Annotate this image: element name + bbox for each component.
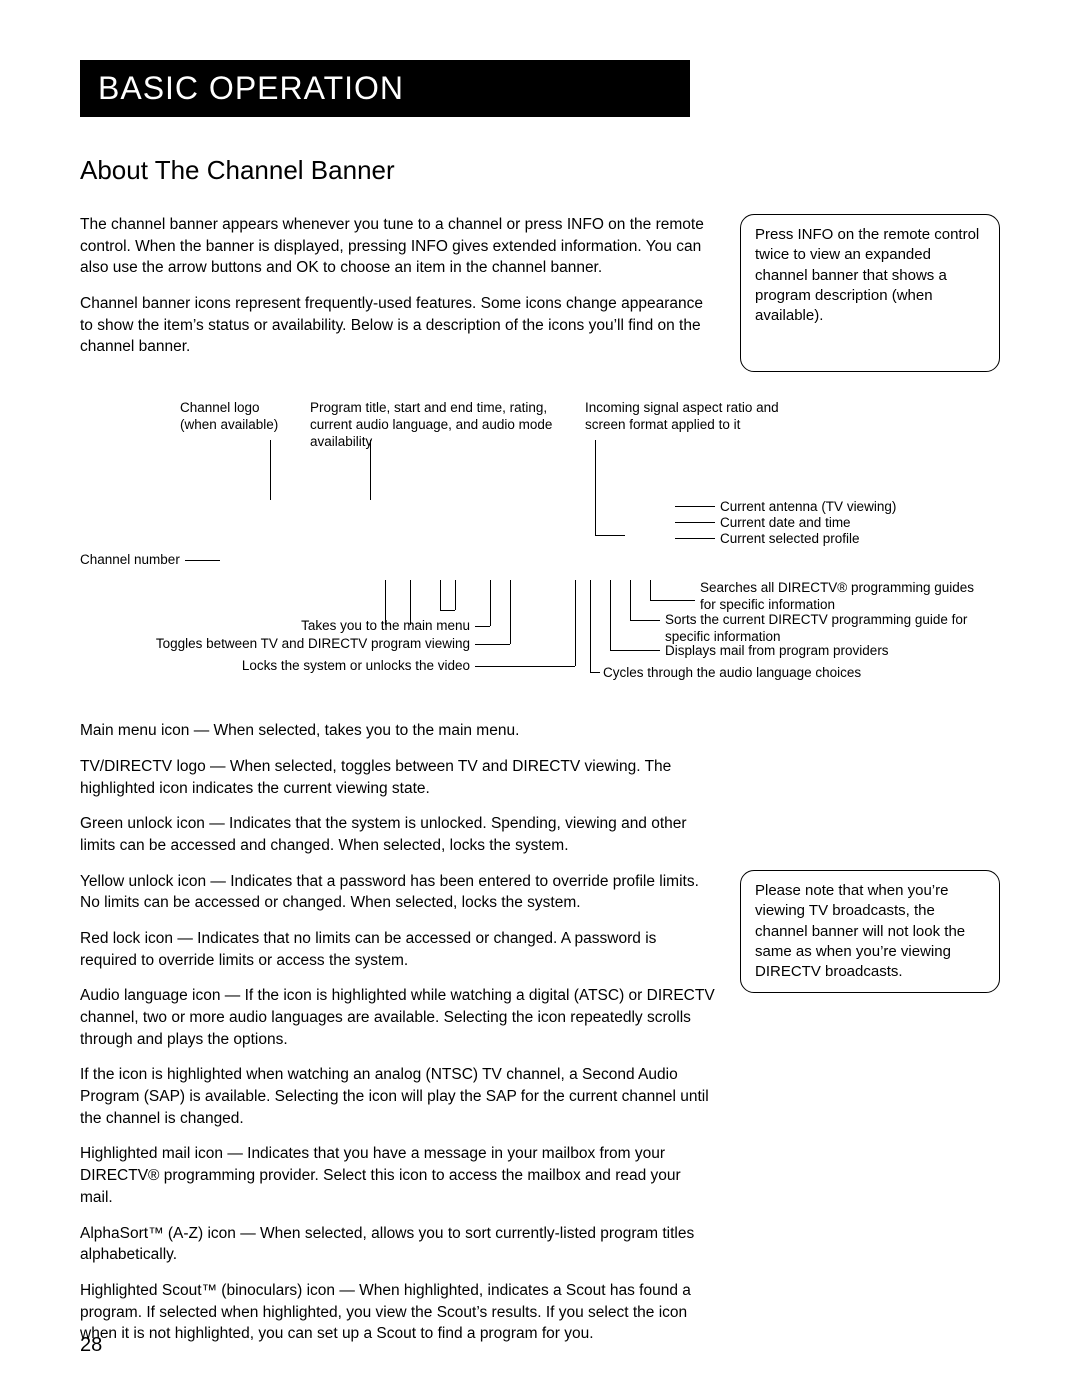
desc-yellow-unlock: Yellow unlock icon — Indicates that a pa…	[80, 871, 716, 914]
label-profile: Current selected profile	[720, 531, 860, 548]
leader-line	[630, 620, 660, 621]
leader-line	[490, 580, 491, 626]
leader-line	[590, 580, 591, 672]
intro-p2: Channel banner icons represent frequentl…	[80, 293, 716, 358]
leader-line	[475, 626, 490, 627]
leader-line	[370, 440, 371, 500]
desc-green-unlock: Green unlock icon — Indicates that the s…	[80, 813, 716, 856]
tip-box-note: Please note that when you’re viewing TV …	[740, 870, 1000, 993]
leader-line	[675, 522, 715, 523]
desc-audio-language: Audio language icon — If the icon is hig…	[80, 985, 716, 1050]
side-column: Please note that when you’re viewing TV …	[740, 720, 1000, 993]
leader-line	[595, 535, 625, 536]
leader-line	[630, 580, 631, 620]
leader-line	[610, 650, 660, 651]
desc-sap: If the icon is highlighted when watching…	[80, 1064, 716, 1129]
manual-page: BASIC OPERATION About The Channel Banner…	[0, 0, 1080, 1397]
leader-line	[185, 560, 220, 561]
descriptions-row: Main menu icon — When selected, takes yo…	[80, 720, 1000, 1359]
desc-main-menu: Main menu icon — When selected, takes yo…	[80, 720, 716, 742]
label-aspect-ratio: Incoming signal aspect ratio and screen …	[585, 400, 805, 434]
label-toggle: Toggles between TV and DIRECTV program v…	[100, 636, 470, 653]
desc-red-lock: Red lock icon — Indicates that no limits…	[80, 928, 716, 971]
desc-mail: Highlighted mail icon — Indicates that y…	[80, 1143, 716, 1208]
leader-line	[650, 580, 651, 600]
label-sorts: Sorts the current DIRECTV programming gu…	[665, 612, 975, 646]
label-datetime: Current date and time	[720, 515, 851, 532]
leader-line	[475, 644, 510, 645]
leader-line	[475, 666, 575, 667]
leader-line	[575, 580, 576, 666]
leader-line	[675, 538, 715, 539]
intro-text: The channel banner appears whenever you …	[80, 214, 716, 372]
desc-scout: Highlighted Scout™ (binoculars) icon — W…	[80, 1280, 716, 1345]
intro-p1: The channel banner appears whenever you …	[80, 214, 716, 279]
leader-line	[455, 580, 456, 610]
leader-line	[610, 580, 611, 650]
label-antenna: Current antenna (TV viewing)	[720, 499, 896, 516]
label-cycles: Cycles through the audio language choice…	[603, 665, 861, 682]
tip-box-info: Press INFO on the remote control twice t…	[740, 214, 1000, 372]
section-header-bar: BASIC OPERATION	[80, 60, 690, 117]
intro-row: The channel banner appears whenever you …	[80, 214, 1000, 372]
label-searches: Searches all DIRECTV® programming guides…	[700, 580, 980, 614]
leader-line	[650, 600, 695, 601]
leader-line	[595, 440, 596, 535]
label-program-title: Program title, start and end time, ratin…	[310, 400, 570, 451]
label-main-menu: Takes you to the main menu	[250, 618, 470, 635]
page-number: 28	[80, 1334, 102, 1357]
desc-alphasort: AlphaSort™ (A-Z) icon — When selected, a…	[80, 1223, 716, 1266]
label-locks: Locks the system or unlocks the video	[230, 658, 470, 675]
leader-line	[590, 672, 600, 673]
label-channel-logo: Channel logo (when available)	[180, 400, 300, 434]
leader-line	[440, 580, 441, 610]
channel-banner-diagram: Channel logo (when available) Program ti…	[80, 400, 1000, 700]
leader-line	[510, 580, 511, 644]
leader-line	[270, 440, 271, 500]
label-channel-number: Channel number	[80, 552, 180, 569]
desc-tv-logo: TV/DIRECTV logo — When selected, toggles…	[80, 756, 716, 799]
leader-line	[675, 506, 715, 507]
section-title: About The Channel Banner	[80, 155, 1000, 186]
icon-descriptions: Main menu icon — When selected, takes yo…	[80, 720, 716, 1359]
leader-line	[440, 610, 455, 611]
